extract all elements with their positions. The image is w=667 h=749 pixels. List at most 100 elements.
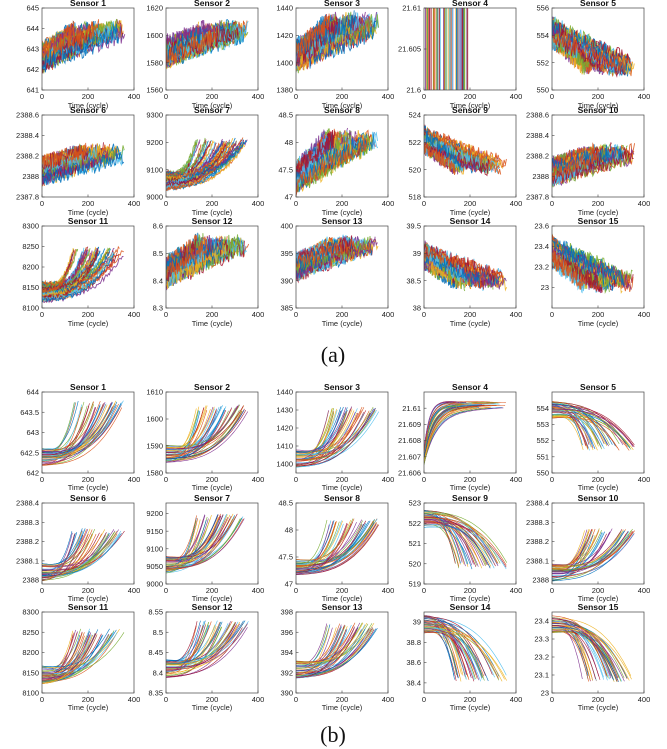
series-line-a-12-58 <box>166 238 209 279</box>
series-line-b-6-35 <box>42 532 107 574</box>
y-tick-label-a-1-3: 644 <box>26 24 39 33</box>
series-group-b-10 <box>552 528 635 582</box>
x-tick-label-b-8-1: 200 <box>336 586 349 595</box>
series-line-b-10-45 <box>552 529 590 567</box>
y-tick-label-a-9-3: 524 <box>408 111 421 120</box>
y-tick-label-a-6-3: 2388.4 <box>16 131 39 140</box>
series-line-b-9-33 <box>424 511 508 563</box>
y-tick-label-a-5-2: 554 <box>536 31 549 40</box>
series-line-a-13-54 <box>296 239 368 274</box>
x-tick-label-b-7-2: 400 <box>252 586 265 595</box>
series-group-b-1 <box>42 400 124 466</box>
x-tick-label-b-14-0: 0 <box>422 695 426 704</box>
series-line-b-10-36 <box>552 535 630 582</box>
series-line-b-12-19 <box>166 626 222 676</box>
y-tick-label-b-6-0: 2388 <box>22 576 39 585</box>
chart-a-13: Sensor 13 385 390 395 400 0 200 400 Time (cycle) <box>280 216 394 328</box>
y-tick-label-a-13-0: 385 <box>280 304 293 313</box>
series-line-b-12-33 <box>166 623 231 669</box>
y-tick-label-a-2-1: 1580 <box>146 58 163 67</box>
series-line-b-11-42 <box>42 631 83 675</box>
series-line-b-13-45 <box>296 622 368 663</box>
series-line-a-14-56 <box>424 243 504 282</box>
series-line-b-2-42 <box>166 409 247 460</box>
y-tick-label-a-14-0: 38 <box>413 304 421 313</box>
y-tick-label-b-9-3: 522 <box>408 519 421 528</box>
x-tick-label-b-12-1: 200 <box>206 695 219 704</box>
series-line-b-1-18 <box>42 406 96 465</box>
x-axis-label-a-12: Time (cycle) <box>192 319 233 328</box>
y-tick-label-a-6-2: 2388.2 <box>16 152 39 161</box>
x-axis-label-a-4: Time (cycle) <box>450 101 491 110</box>
y-tick-label-b-1-4: 644 <box>26 388 39 397</box>
y-tick-label-b-4-3: 21.609 <box>398 420 421 429</box>
series-line-a-11-39 <box>42 250 87 291</box>
series-line-b-12-11 <box>166 627 248 677</box>
series-line-b-2-9 <box>166 406 244 452</box>
series-line-b-1-43 <box>42 404 101 458</box>
y-tick-label-b-8-3: 48.5 <box>278 499 293 508</box>
series-line-b-9-44 <box>424 517 507 566</box>
y-tick-label-b-15-3: 23.3 <box>534 635 549 644</box>
series-line-a-8-56 <box>296 129 336 178</box>
series-line-a-7-56 <box>166 144 227 188</box>
series-line-b-13-34 <box>296 629 362 679</box>
y-tick-label-b-10-2: 2388.2 <box>526 537 549 546</box>
series-line-b-5-44 <box>552 407 587 447</box>
series-line-a-7-48 <box>166 142 206 189</box>
chart-title-a-14: Sensor 14 <box>450 216 491 226</box>
series-line-a-13-57 <box>296 238 339 270</box>
series-line-b-13-23 <box>296 629 372 678</box>
series-line-b-1-44 <box>42 407 123 466</box>
x-axis-label-a-11: Time (cycle) <box>68 319 109 328</box>
x-tick-label-a-13-0: 0 <box>294 310 298 319</box>
y-tick-label-a-1-2: 643 <box>26 45 39 54</box>
x-tick-label-a-8-2: 400 <box>382 199 395 208</box>
y-tick-label-a-4-0: 21.6 <box>406 86 421 95</box>
chart-a-8: Sensor 8 47 47.5 48 48.5 0 200 400 Time (cycle) <box>278 105 394 217</box>
y-tick-label-b-3-0: 1400 <box>276 460 293 469</box>
x-tick-label-b-5-1: 200 <box>592 475 605 484</box>
x-tick-label-b-1-1: 200 <box>82 475 95 484</box>
series-line-b-14-38 <box>424 631 503 682</box>
x-tick-label-a-11-2: 400 <box>128 310 141 319</box>
series-line-b-6-41 <box>42 533 121 577</box>
y-tick-label-b-6-3: 2388.3 <box>16 518 39 527</box>
series-line-b-3-38 <box>296 409 351 458</box>
y-tick-label-b-2-1: 1590 <box>146 442 163 451</box>
y-tick-label-b-11-3: 8250 <box>22 628 39 637</box>
x-tick-label-a-10-1: 200 <box>592 199 605 208</box>
series-line-b-10-5 <box>552 535 591 582</box>
chart-title-b-13: Sensor 13 <box>322 602 363 612</box>
series-line-a-3-58 <box>296 13 330 58</box>
y-tick-label-a-10-3: 2388.4 <box>526 131 549 140</box>
y-tick-label-b-9-4: 523 <box>408 499 421 508</box>
x-axis-label-a-7: Time (cycle) <box>192 208 233 217</box>
series-line-a-11-56 <box>42 247 99 292</box>
series-line-b-4-22 <box>424 407 503 463</box>
x-axis-label-a-9: Time (cycle) <box>450 208 491 217</box>
chart-b-4: Sensor 4 21.606 21.607 21.608 21.609 21.61 0 20… <box>398 382 522 492</box>
series-line-a-10-58 <box>552 149 599 181</box>
y-tick-label-b-8-0: 47 <box>285 580 293 589</box>
chart-a-11: Sensor 11 8100 8150 8200 8250 8300 0 200 400 Time… <box>22 216 140 328</box>
series-line-b-5-39 <box>552 405 587 446</box>
series-group-a-12 <box>166 232 250 291</box>
x-tick-label-b-3-1: 200 <box>336 475 349 484</box>
y-tick-label-b-10-3: 2388.3 <box>526 518 549 527</box>
series-line-b-15-3 <box>552 617 632 677</box>
x-tick-label-a-4-0: 0 <box>422 92 426 101</box>
series-group-b-13 <box>296 622 378 679</box>
series-line-b-14-9 <box>424 621 476 678</box>
series-line-b-9-26 <box>424 518 477 566</box>
series-line-b-14-46 <box>424 629 480 681</box>
chart-b-1: Sensor 1 642 642.5 643 643.5 644 0 200 400 Time (… <box>20 382 140 492</box>
series-group-b-2 <box>166 404 249 463</box>
y-tick-label-b-3-2: 1420 <box>276 424 293 433</box>
series-line-b-4-46 <box>424 401 461 450</box>
x-tick-label-b-9-1: 200 <box>464 586 477 595</box>
series-line-b-6-43 <box>42 528 86 565</box>
series-line-b-9-46 <box>424 519 466 567</box>
y-tick-label-b-13-0: 390 <box>280 689 293 698</box>
